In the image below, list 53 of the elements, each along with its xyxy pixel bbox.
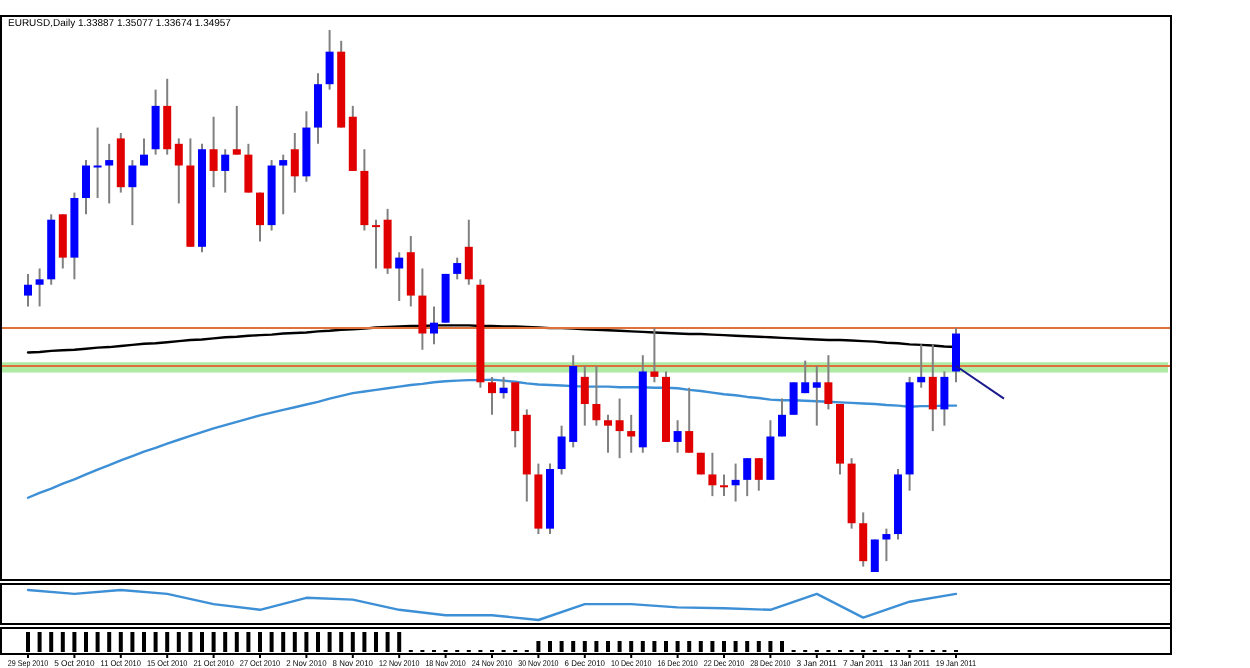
candlestick — [35, 267, 44, 308]
candlestick — [859, 511, 868, 568]
candlestick — [140, 137, 148, 167]
candlestick — [928, 343, 937, 433]
candlestick — [812, 365, 821, 427]
candlestick — [580, 365, 589, 427]
candlestick — [209, 115, 218, 189]
candlestick — [731, 462, 740, 503]
candlestick — [650, 327, 659, 384]
candlestick — [952, 327, 960, 384]
candlestick — [592, 365, 601, 427]
candlestick — [290, 131, 299, 194]
candlestick — [82, 159, 90, 216]
candlestick — [685, 386, 694, 454]
candlestick — [604, 413, 612, 454]
candlestick — [314, 72, 322, 145]
candlestick — [615, 397, 624, 460]
candlestick — [93, 126, 102, 200]
candlestick — [418, 267, 427, 351]
candlestick — [754, 457, 763, 492]
candlestick — [244, 142, 253, 194]
candlestick — [488, 375, 496, 416]
candlestick — [406, 234, 415, 308]
candlestick — [464, 218, 473, 286]
candlestick — [221, 148, 230, 194]
candlestick — [430, 305, 438, 346]
candlestick — [882, 527, 891, 563]
candlestick — [163, 77, 172, 156]
candlestick — [372, 218, 380, 270]
candlestick — [128, 159, 137, 227]
candlestick — [256, 191, 264, 243]
candlestick — [766, 419, 775, 481]
candlestick — [279, 153, 288, 216]
candlestick — [499, 375, 508, 400]
candlestick — [720, 473, 728, 498]
candlestick — [325, 29, 334, 91]
candlestick — [151, 88, 160, 156]
candlestick — [708, 451, 717, 498]
candlestick — [870, 538, 879, 573]
candlestick — [627, 413, 636, 454]
candlestick — [824, 354, 833, 411]
candlestick — [743, 457, 752, 498]
candlestick — [940, 370, 949, 427]
candlestick — [24, 272, 32, 308]
candlestick — [917, 343, 926, 389]
candlestick — [673, 419, 682, 454]
candlestick — [58, 213, 67, 270]
candlestick — [453, 256, 462, 281]
candlestick — [395, 251, 404, 302]
candlestick — [232, 104, 241, 156]
candlestick — [174, 137, 183, 205]
candlestick — [105, 142, 114, 205]
candlestick — [778, 397, 786, 438]
